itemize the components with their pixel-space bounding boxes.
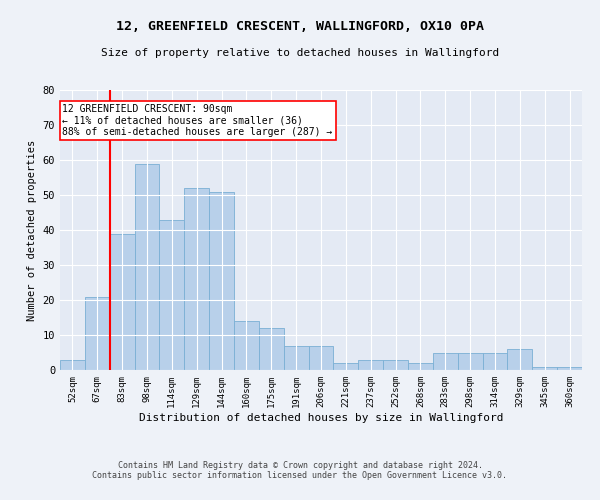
Bar xyxy=(259,328,284,370)
Text: 12, GREENFIELD CRESCENT, WALLINGFORD, OX10 0PA: 12, GREENFIELD CRESCENT, WALLINGFORD, OX… xyxy=(116,20,484,33)
Bar xyxy=(383,360,408,370)
Bar xyxy=(209,192,234,370)
Bar xyxy=(557,366,582,370)
Y-axis label: Number of detached properties: Number of detached properties xyxy=(27,140,37,320)
Bar xyxy=(358,360,383,370)
Bar xyxy=(532,366,557,370)
Bar xyxy=(234,321,259,370)
Bar xyxy=(433,352,458,370)
Text: 12 GREENFIELD CRESCENT: 90sqm
← 11% of detached houses are smaller (36)
88% of s: 12 GREENFIELD CRESCENT: 90sqm ← 11% of d… xyxy=(62,104,333,137)
Bar xyxy=(308,346,334,370)
Text: Contains HM Land Registry data © Crown copyright and database right 2024.
Contai: Contains HM Land Registry data © Crown c… xyxy=(92,460,508,480)
Bar xyxy=(134,164,160,370)
Bar xyxy=(408,363,433,370)
Bar xyxy=(482,352,508,370)
Bar xyxy=(60,360,85,370)
Text: Size of property relative to detached houses in Wallingford: Size of property relative to detached ho… xyxy=(101,48,499,58)
Bar xyxy=(458,352,482,370)
X-axis label: Distribution of detached houses by size in Wallingford: Distribution of detached houses by size … xyxy=(139,412,503,422)
Bar xyxy=(184,188,209,370)
Bar xyxy=(334,363,358,370)
Bar xyxy=(110,234,134,370)
Bar xyxy=(160,220,184,370)
Bar xyxy=(85,296,110,370)
Bar xyxy=(508,349,532,370)
Bar xyxy=(284,346,308,370)
